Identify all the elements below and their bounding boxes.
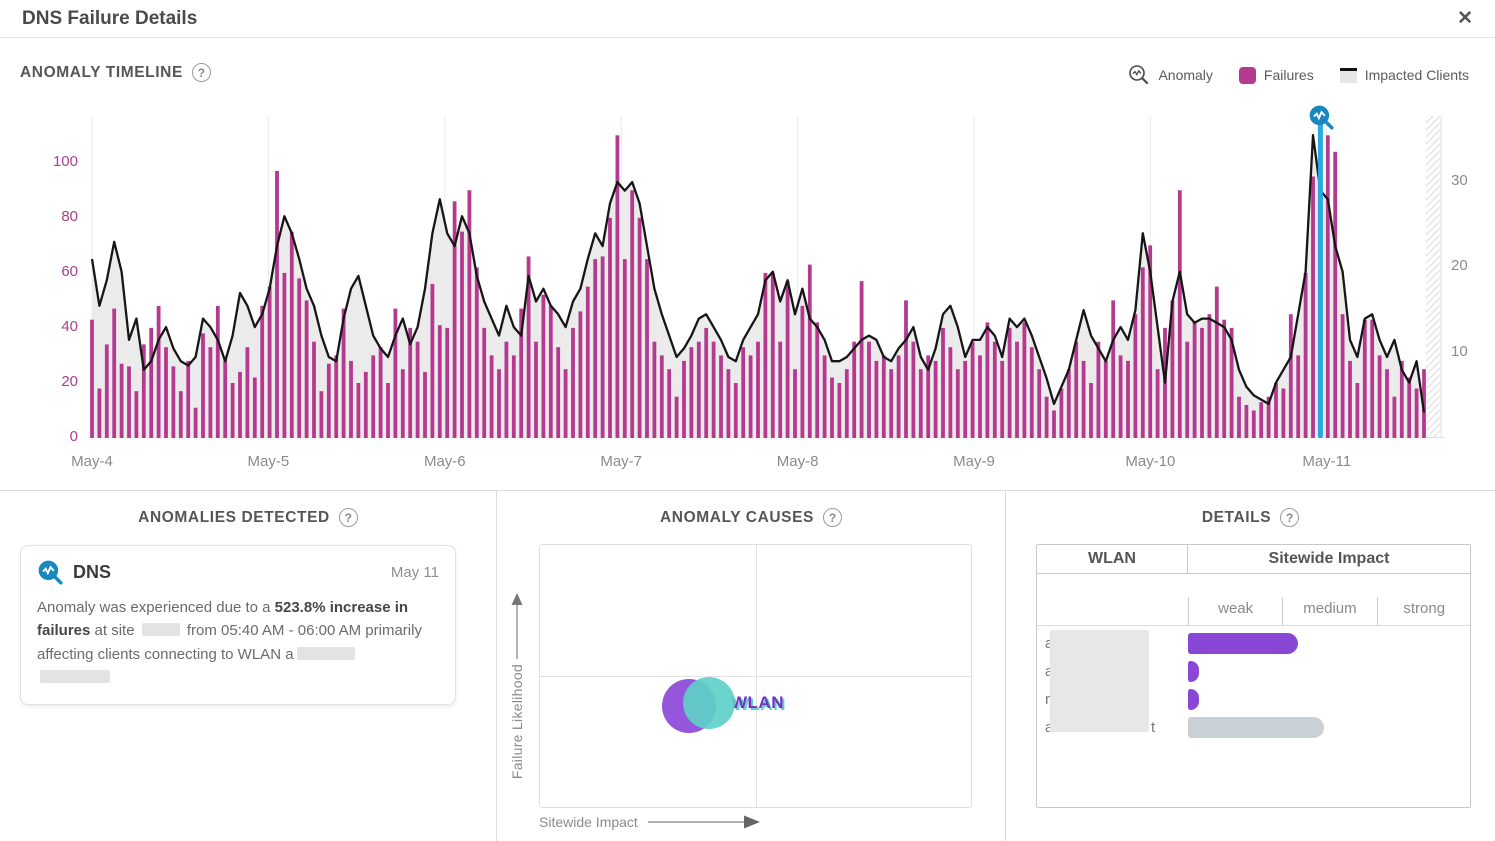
y-axis-left-tick: 100 (52, 153, 78, 170)
anomaly-marker-icon[interactable] (1308, 104, 1334, 130)
wlan-name: n (1037, 685, 1188, 713)
details-table-header: WLAN Sitewide Impact (1037, 545, 1470, 574)
wlan-label-main: WLAN (731, 693, 784, 712)
anomaly-card[interactable]: DNS May 11 Anomaly was experienced due t… (20, 545, 456, 705)
wlan-name: at (1045, 718, 1156, 736)
x-axis-day-label: May-5 (247, 453, 290, 470)
up-arrow-icon (511, 593, 523, 659)
anomaly-causes-panel: ANOMALY CAUSES ? WLAN WLAN Failure Likel… (496, 491, 1005, 841)
redacted-text (141, 623, 180, 637)
x-axis-day-label: May-8 (776, 453, 819, 470)
anomaly-timeline-heading-text: ANOMALY TIMELINE (20, 63, 183, 81)
impact-bar (1188, 716, 1324, 738)
redacted-wlan-names (1050, 630, 1149, 732)
wlan-name: a (1037, 629, 1188, 657)
anomaly-timeline-section: ANOMALY TIMELINE ? Anomaly Failures Impa… (0, 38, 1495, 490)
anomalies-detected-heading-text: ANOMALIES DETECTED (138, 508, 330, 526)
y-axis-right-tick: 30 (1451, 172, 1468, 190)
details-table-row: n (1037, 685, 1470, 713)
detail-panels: ANOMALIES DETECTED ? DNS May 11 Anomaly … (0, 490, 1495, 841)
chart-legend: Anomaly Failures Impacted Clients (1128, 64, 1469, 86)
details-table-row: a (1037, 657, 1470, 685)
y-axis-right-tick: 10 (1451, 342, 1468, 360)
x-axis-label: Sitewide Impact (539, 814, 638, 830)
x-axis-day-label: May-9 (953, 453, 995, 470)
x-axis-day-label: May-10 (1125, 453, 1176, 470)
details-table-row: at (1037, 713, 1470, 741)
legend-label-anomaly[interactable]: Anomaly (1158, 67, 1213, 83)
anomaly-date: May 11 (390, 563, 439, 581)
failure-likelihood-axis: Failure Likelihood (509, 593, 525, 779)
sitewide-impact-column-header: Sitewide Impact (1268, 550, 1390, 567)
help-icon[interactable]: ? (1280, 508, 1300, 527)
impact-level-header: weak (1188, 597, 1282, 625)
wlan-name: a (1037, 657, 1188, 685)
wlan-column-header: WLAN (1037, 545, 1188, 573)
failures-swatch (1238, 66, 1256, 84)
details-panel: DETAILS ? WLAN Sitewide Impact weak mediu… (1005, 491, 1495, 841)
y-axis-right-tick: 20 (1451, 257, 1468, 275)
impact-level-headers: weak medium strong (1037, 574, 1470, 626)
impact-level-header: strong (1376, 597, 1471, 625)
help-icon[interactable]: ? (822, 508, 842, 527)
x-axis-day-label: May-11 (1302, 453, 1352, 470)
anomaly-causes-heading: ANOMALY CAUSES ? (497, 508, 1005, 527)
details-heading-text: DETAILS (1201, 508, 1272, 526)
anomaly-timeline-heading: ANOMALY TIMELINE ? (20, 63, 211, 82)
y-axis-left-tick: 60 (61, 263, 78, 280)
sitewide-impact-axis: Sitewide Impact (539, 814, 763, 830)
y-axis-label: Failure Likelihood (509, 664, 525, 780)
impacted-clients-swatch (1339, 67, 1357, 83)
quadrant-horizontal-divider (540, 676, 971, 677)
right-arrow-icon (647, 815, 760, 829)
impact-bar (1188, 632, 1298, 654)
details-table-body: aan at (1037, 626, 1470, 741)
help-icon[interactable]: ? (191, 63, 211, 82)
dialog-title: DNS Failure Details (22, 7, 198, 29)
anomaly-description: Anomaly was experienced due to a 523.8% … (37, 596, 439, 689)
anomalies-detected-heading: ANOMALIES DETECTED ? (0, 508, 496, 527)
y-axis-left-tick: 20 (61, 373, 78, 390)
timeline-chart[interactable] (88, 116, 1445, 438)
legend-label-failures[interactable]: Failures (1263, 67, 1314, 83)
legend-label-impacted-clients[interactable]: Impacted Clients (1364, 67, 1469, 83)
x-axis-day-label: May-6 (423, 453, 466, 470)
y-axis-left-tick: 40 (61, 318, 78, 335)
details-table-row: a (1037, 629, 1470, 657)
anomalies-detected-panel: ANOMALIES DETECTED ? DNS May 11 Anomaly … (0, 491, 496, 841)
redacted-text (296, 646, 355, 660)
anomaly-magnifier-icon (38, 560, 63, 585)
anomaly-card-header: DNS May 11 (37, 559, 439, 585)
y-axis-left-tick: 0 (69, 428, 78, 445)
details-heading: DETAILS ? (1006, 508, 1495, 527)
cause-bubble-wlan[interactable] (683, 677, 736, 730)
dialog-header: DNS Failure Details ✕ (0, 0, 1495, 38)
anomaly-causes-heading-text: ANOMALY CAUSES (660, 508, 814, 526)
x-axis-day-label: May-4 (71, 453, 113, 470)
anomaly-service-name: DNS (73, 561, 112, 582)
impact-bar (1188, 660, 1199, 682)
causes-quadrant-chart[interactable]: WLAN WLAN (539, 544, 972, 808)
impact-level-header: medium (1282, 597, 1376, 625)
anomaly-magnifier-icon (1129, 65, 1149, 85)
close-icon[interactable]: ✕ (1457, 8, 1473, 29)
wlan-label-shadow: WLAN (733, 695, 786, 714)
help-icon[interactable]: ? (338, 508, 358, 527)
redacted-text (40, 669, 110, 683)
y-axis-left-tick: 80 (61, 208, 78, 225)
x-axis-day-label: May-7 (600, 453, 643, 470)
impact-bar (1188, 688, 1199, 710)
wlan-bubble-label: WLAN WLAN (731, 693, 786, 714)
